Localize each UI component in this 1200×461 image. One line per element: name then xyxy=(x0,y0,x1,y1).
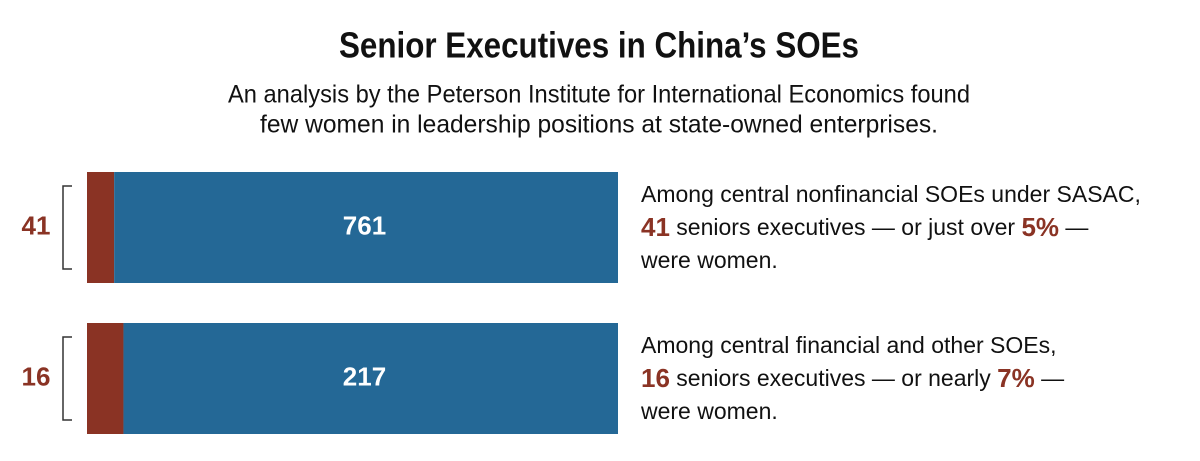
annotation-text: were women. xyxy=(640,247,778,273)
bracket xyxy=(62,336,72,421)
annotation-text: seniors executives — or nearly xyxy=(670,365,997,391)
annotation: 41 seniors executives — or just over 5% … xyxy=(641,212,1088,242)
annotation-highlight: 16 xyxy=(641,363,670,393)
annotation-text: Among central financial and other SOEs, xyxy=(641,332,1057,358)
bar-segment xyxy=(123,323,619,434)
annotation: Among central nonfinancial SOEs under SA… xyxy=(641,181,1141,207)
data-label: 41 xyxy=(22,210,51,240)
bar-segment xyxy=(87,323,124,434)
annotation-text: Among central nonfinancial SOEs under SA… xyxy=(641,181,1141,207)
subtitle: An analysis by the Peterson Institute fo… xyxy=(228,81,970,109)
annotation-text: were women. xyxy=(640,398,778,424)
annotation: Among central financial and other SOEs, xyxy=(641,332,1057,358)
chart-title: Senior Executives in China’s SOEs xyxy=(339,25,859,66)
annotation-text: seniors executives — or just over xyxy=(670,214,1022,240)
annotation-highlight: 41 xyxy=(641,212,670,242)
data-label: 16 xyxy=(22,361,51,391)
annotation-text: — xyxy=(1035,365,1064,391)
bar-segment xyxy=(87,172,115,283)
bar-segment xyxy=(114,172,619,283)
annotation: were women. xyxy=(640,398,778,424)
data-label: 761 xyxy=(343,210,386,240)
subtitle: few women in leadership positions at sta… xyxy=(260,111,938,139)
annotation-highlight: 7% xyxy=(997,363,1035,393)
annotation-text: — xyxy=(1059,214,1088,240)
data-label: 217 xyxy=(343,361,386,391)
bracket xyxy=(62,185,72,270)
annotation: were women. xyxy=(640,247,778,273)
annotation-highlight: 5% xyxy=(1021,212,1059,242)
annotation: 16 seniors executives — or nearly 7% — xyxy=(641,363,1064,393)
